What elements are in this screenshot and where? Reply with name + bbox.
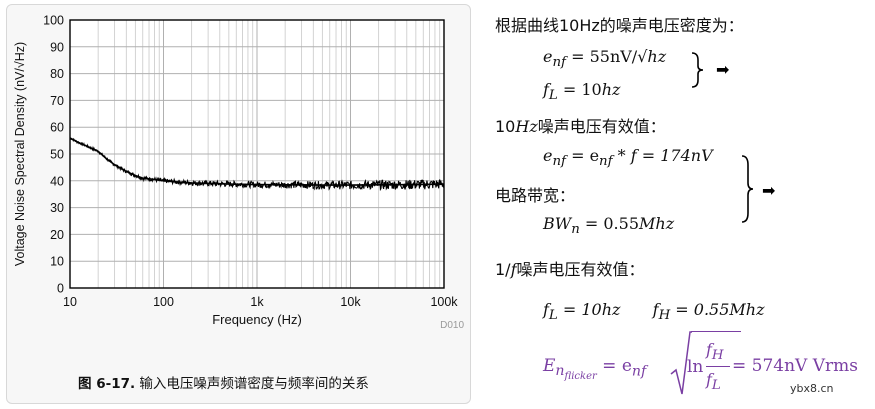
formula-fraction-num: fH bbox=[706, 340, 724, 363]
formula-bandwidth: BWn = 0.55Mhz bbox=[543, 214, 674, 237]
f2a: f bbox=[543, 80, 549, 99]
f6num-sub: H bbox=[711, 348, 724, 364]
f2b: = 10 bbox=[557, 80, 602, 99]
formula-flicker-label: Enflicker = enf bbox=[543, 356, 646, 382]
x-axis-label: Frequency (Hz) bbox=[212, 312, 302, 327]
formula-fl-fh: fL = 10hz fH = 0.55Mhz bbox=[543, 300, 765, 323]
f3b: = e bbox=[566, 146, 600, 165]
x-tick-label: 100 bbox=[153, 295, 174, 309]
y-tick-label: 40 bbox=[50, 174, 64, 188]
noise-density-chart: 10 100 1k 10k 100k0102030405060708090100Freq… bbox=[13, 14, 464, 332]
f4c: Mhz bbox=[639, 214, 675, 233]
fraction-bar bbox=[706, 366, 730, 367]
f1a-sub: nf bbox=[552, 55, 566, 71]
y-tick-label: 70 bbox=[50, 94, 64, 108]
f1a: e bbox=[543, 47, 553, 66]
corner-code: D010 bbox=[440, 320, 464, 331]
f6a-sub: n bbox=[555, 363, 565, 380]
f5a: f bbox=[543, 300, 549, 319]
y-axis-label: Voltage Noise Spectral Density (nV/√Hz) bbox=[13, 42, 27, 266]
caption-text: 输入电压噪声频谱密度与频率间的关系 bbox=[139, 376, 369, 392]
plot-frame bbox=[69, 19, 445, 289]
y-tick-label: 60 bbox=[50, 121, 64, 135]
f4b: = 0.55 bbox=[579, 214, 639, 233]
watermark-text: ybx8.cn bbox=[790, 382, 834, 395]
x-tick-label: 100k bbox=[430, 295, 458, 309]
f3a: e bbox=[543, 146, 553, 165]
y-tick-label: 30 bbox=[50, 201, 64, 215]
f1b: = 55nV/√ bbox=[566, 47, 648, 66]
x-tick-label: 10k bbox=[340, 295, 361, 309]
sqrt-overbar bbox=[691, 331, 741, 332]
f6den-sub: L bbox=[711, 378, 721, 394]
f5c-sub: H bbox=[658, 308, 671, 324]
f4a: BW bbox=[543, 214, 572, 233]
y-tick-label: 10 bbox=[50, 255, 64, 269]
f1c: hz bbox=[647, 47, 667, 66]
l4a: 1/ bbox=[495, 260, 511, 279]
formula-ln: ln bbox=[687, 357, 703, 377]
formula-flicker-result: = 574nV Vrms bbox=[732, 356, 858, 376]
f6b: = e bbox=[596, 356, 632, 376]
y-tick-label: 20 bbox=[50, 228, 64, 242]
formula-fl-value: fL = 10hz bbox=[543, 80, 620, 103]
f6b-sub: nf bbox=[631, 363, 647, 380]
f3b-sub: nf bbox=[599, 154, 613, 170]
f6a: E bbox=[543, 356, 556, 376]
figure-caption: 图 6-17. 输入电压噪声频谱密度与频率间的关系 bbox=[78, 372, 369, 392]
l2a: 10 bbox=[495, 117, 516, 136]
x-tick-label: 10 bbox=[63, 295, 77, 309]
f5d: = 0.55Mhz bbox=[670, 300, 765, 319]
sqrt-sign-icon bbox=[670, 331, 692, 395]
f2a-sub: L bbox=[548, 88, 558, 104]
l2b: Hz bbox=[515, 117, 538, 136]
note-line-2: 10Hz噪声电压有效值： bbox=[495, 113, 666, 137]
f5b: = 10hz bbox=[557, 300, 621, 319]
formula-enf-value: enf = 55nV/√hz bbox=[543, 47, 666, 70]
formula-enf-rms: enf = enf * f = 174nV bbox=[543, 146, 713, 169]
y-tick-label: 0 bbox=[57, 282, 64, 296]
l4b: f bbox=[510, 260, 517, 279]
y-tick-label: 50 bbox=[50, 148, 64, 162]
x-tick-label: 1k bbox=[250, 295, 264, 309]
note-line-3: 电路带宽： bbox=[495, 186, 576, 205]
f3c: * f = 174nV bbox=[612, 146, 713, 165]
series-noise-line bbox=[69, 137, 445, 192]
f6den: f bbox=[706, 370, 712, 389]
f5c: f bbox=[652, 300, 659, 319]
f5a-sub: L bbox=[548, 308, 558, 324]
arrow-right-icon: ➡ bbox=[716, 60, 730, 79]
l4c: 噪声电压有效值： bbox=[516, 260, 645, 279]
f6a-subsub: flicker bbox=[564, 371, 597, 383]
f3a-sub: nf bbox=[552, 154, 566, 170]
right-brace-icon bbox=[691, 52, 704, 88]
f2c: hz bbox=[601, 80, 621, 99]
f6c: ln bbox=[687, 357, 704, 377]
f4a-sub: n bbox=[571, 222, 580, 238]
y-tick-label: 80 bbox=[50, 67, 64, 81]
y-tick-label: 90 bbox=[50, 40, 64, 54]
right-brace-icon-2 bbox=[741, 155, 754, 223]
l2c: 噪声电压有效值： bbox=[537, 117, 666, 136]
formula-fraction-den: fL bbox=[706, 370, 721, 393]
caption-prefix: 图 6-17. bbox=[78, 376, 136, 392]
y-tick-label: 100 bbox=[43, 14, 64, 28]
arrow-right-icon-2: ➡ bbox=[762, 181, 776, 200]
f6d: = 574nV Vrms bbox=[732, 356, 858, 376]
note-line-4: 1/f噪声电压有效值： bbox=[495, 256, 645, 280]
f6num: f bbox=[706, 340, 712, 359]
note-line-1: 根据曲线10Hz的噪声电压密度为： bbox=[495, 16, 744, 35]
